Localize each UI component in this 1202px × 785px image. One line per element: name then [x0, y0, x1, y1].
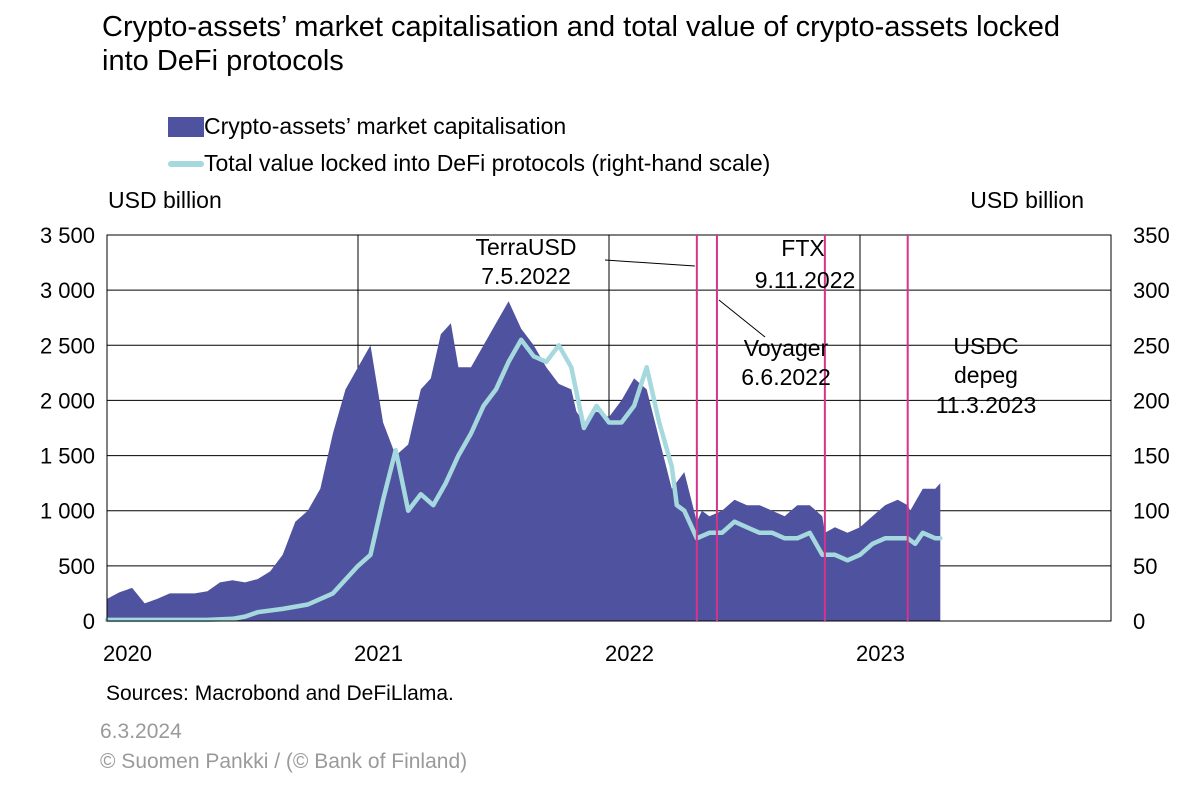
y-tick-right: 150 — [1133, 444, 1170, 469]
y-tick-left: 0 — [83, 609, 95, 634]
annotation-ftx-name: FTX — [781, 235, 824, 261]
y-tick-left: 500 — [58, 554, 95, 579]
x-tick-label: 2023 — [856, 641, 905, 666]
annotation-usdc-word: depeg — [954, 362, 1018, 388]
chart-title: Crypto-assets’ market capitalisation and… — [102, 11, 1060, 77]
y-tick-left: 2 500 — [40, 333, 95, 358]
y-tick-left: 3 000 — [40, 278, 95, 303]
x-tick-label: 2022 — [605, 641, 654, 666]
annotation-terrausd-date: 7.5.2022 — [481, 263, 571, 289]
y-tick-right: 200 — [1133, 388, 1170, 413]
y-tick-right: 50 — [1133, 554, 1157, 579]
annotation-leader-terrausd — [604, 259, 695, 267]
legend-label-tvl: Total value locked into DeFi protocols (… — [204, 150, 771, 176]
annotation-voyager-name: Voyager — [744, 335, 829, 361]
publication-date: 6.3.2024 — [100, 720, 182, 743]
legend-item-market-cap: Crypto-assets’ market capitalisation — [168, 108, 770, 145]
left-axis-unit: USD billion — [108, 187, 222, 213]
y-tick-right: 300 — [1133, 278, 1170, 303]
right-axis-unit: USD billion — [970, 187, 1084, 213]
annotation-voyager-date: 6.6.2022 — [741, 364, 831, 390]
y-tick-right: 350 — [1133, 223, 1170, 248]
annotation-usdc-date: 11.3.2023 — [936, 392, 1037, 418]
legend-swatch-tvl — [168, 160, 204, 167]
legend-item-tvl: Total value locked into DeFi protocols (… — [168, 145, 770, 182]
copyright-note: © Suomen Pankki / (© Bank of Finland) — [100, 750, 468, 773]
y-tick-left: 1 000 — [40, 499, 95, 524]
annotation-usdc-name: USDC — [953, 333, 1018, 359]
y-tick-left: 3 500 — [40, 223, 95, 248]
x-tick-label: 2021 — [354, 641, 403, 666]
y-tick-left: 1 500 — [40, 444, 95, 469]
market-cap-area — [107, 301, 941, 621]
sources-note: Sources: Macrobond and DeFiLlama. — [106, 682, 454, 705]
y-tick-right: 0 — [1133, 609, 1145, 634]
y-tick-left: 2 000 — [40, 388, 95, 413]
y-tick-right: 250 — [1133, 333, 1170, 358]
legend-label-market-cap: Crypto-assets’ market capitalisation — [204, 113, 567, 139]
annotation-terrausd-name: TerraUSD — [476, 234, 577, 260]
x-tick-label: 2020 — [103, 641, 152, 666]
y-tick-right: 100 — [1133, 499, 1170, 524]
legend: Crypto-assets’ market capitalisation Tot… — [168, 108, 770, 182]
legend-swatch-market-cap — [168, 116, 204, 137]
plot-border — [106, 234, 1112, 622]
annotation-ftx-date: 9.11.2022 — [755, 267, 856, 293]
annotation-leader-voyager — [718, 299, 766, 338]
tvl-line — [104, 337, 943, 623]
